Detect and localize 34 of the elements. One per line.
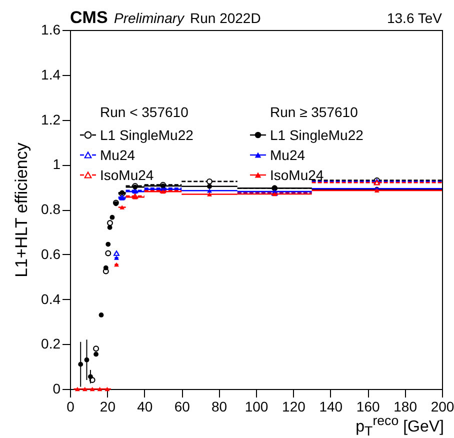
y-tick-label: 1.2 <box>41 111 61 128</box>
x-tick-label: 100 <box>244 398 268 414</box>
x-axis-title: p$_{T}$$^{reco}$ [GeV] <box>356 413 444 438</box>
legend-label: L1 SingleMu22 <box>100 127 194 143</box>
x-tick-label: 20 <box>100 398 116 414</box>
legend-label: Mu24 <box>100 147 136 163</box>
legend-label: Mu24 <box>270 147 306 163</box>
y-tick-label: 0.6 <box>41 246 61 262</box>
y-tick-label: 0 <box>52 380 61 396</box>
x-tick-label: 180 <box>394 398 418 414</box>
legend-label: L1 SingleMu22 <box>270 127 364 143</box>
y-tick-label: 1 <box>52 156 61 172</box>
x-tick-label: 160 <box>356 398 380 414</box>
annotation: Run ≥ 357610 <box>270 104 358 120</box>
x-tick-label: 80 <box>212 398 228 414</box>
text: Run 2022D <box>190 10 261 26</box>
x-tick-label: 200 <box>430 398 454 414</box>
legend-label: IsoMu24 <box>100 167 154 183</box>
y-tick-label: 0.8 <box>41 201 61 217</box>
y-axis-title: L1+HLT efficiency <box>12 142 32 278</box>
y-tick-label: 1.6 <box>41 22 61 38</box>
legend-label: IsoMu24 <box>270 167 324 183</box>
annotation: Run < 357610 <box>100 104 189 120</box>
y-tick-label: 1.4 <box>41 66 61 82</box>
text: CMS <box>70 8 108 27</box>
text: Preliminary <box>114 10 186 26</box>
y-tick-label: 0.4 <box>41 290 61 307</box>
x-tick-label: 60 <box>174 398 190 414</box>
x-tick-label: 120 <box>282 398 306 414</box>
x-tick-label: 140 <box>319 398 343 414</box>
x-tick-label: 40 <box>137 398 153 414</box>
y-tick-label: 0.2 <box>41 336 61 352</box>
x-tick-label: 0 <box>66 398 75 414</box>
text: 13.6 TeV <box>386 10 443 26</box>
